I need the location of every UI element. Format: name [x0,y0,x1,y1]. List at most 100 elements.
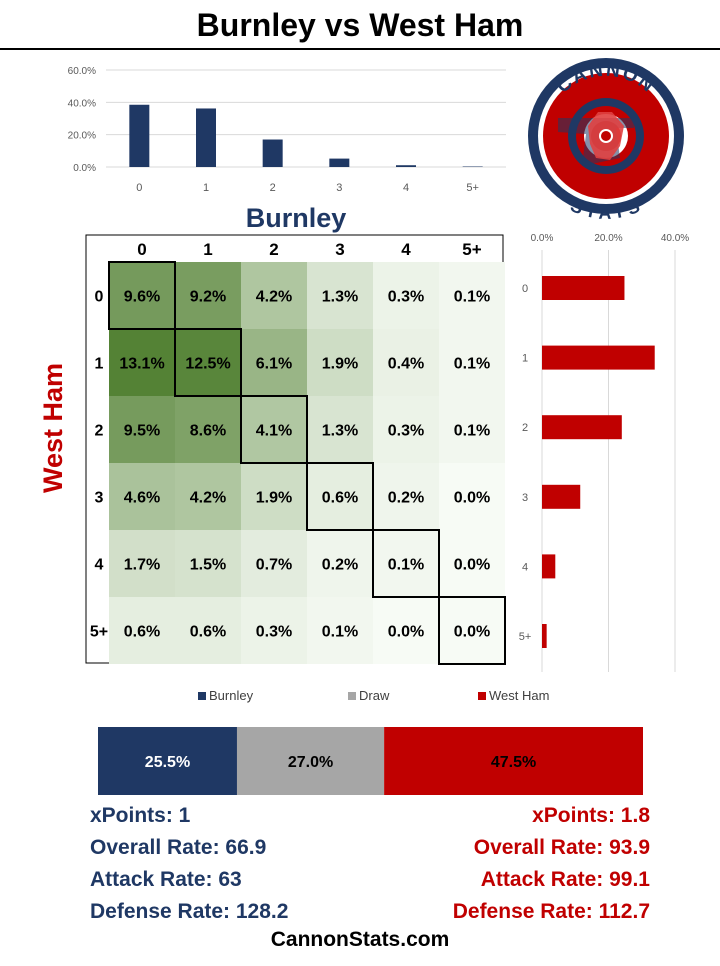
cell-value: 0.2% [388,490,424,507]
column-header: 1 [203,240,212,259]
cell-value: 9.2% [190,289,226,306]
y-tick-label: 0 [522,283,528,295]
cell-value: 4.6% [124,490,160,507]
outcome-segment [98,727,237,795]
column-header: 2 [269,240,278,259]
cell-value: 12.5% [185,356,230,373]
cell-value: 1.3% [322,289,358,306]
heatmap-cell [109,530,175,597]
heatmap-cell [175,597,241,664]
cell-value: 4.2% [256,289,292,306]
footer-site-link[interactable]: CannonStats.com [270,928,450,951]
burnley-goals-bar-chart: 0.0% 20.0% 40.0% 60.0% 0 1 2 3 4 5+ Burnley [68,66,506,233]
y-tick-label: 3 [522,492,528,504]
heatmap-cell [241,329,307,396]
cell-value: 1.5% [190,557,226,574]
draw-cell-outline [306,462,374,531]
bar [329,158,350,167]
draw-cell-outline [174,328,242,397]
bar [196,108,216,167]
cell-value: 4.1% [256,423,292,440]
heatmap-cell [241,597,307,664]
draw-cell-outline [240,395,308,464]
cell-value: 0.1% [388,557,424,574]
x-tick-label: 5+ [466,182,479,194]
draw-cell-outline [108,261,176,330]
cell-value: 0.4% [388,356,424,373]
cell-value: 4.2% [190,490,226,507]
cell-value: 0.1% [454,356,490,373]
heatmap-cell [241,463,307,530]
cell-value: 1.9% [256,490,292,507]
bar [396,165,416,167]
column-header: 3 [335,240,344,259]
row-header: 2 [95,423,104,440]
y-tick-label: 1 [522,353,528,365]
heatmap-ylabel: West Ham [38,363,68,493]
heatmap-cell [307,597,373,664]
heatmap-cell [175,463,241,530]
x-tick-label: 0 [136,182,142,194]
bar [542,484,581,509]
y-tick-label: 60.0% [68,66,96,77]
bar [542,276,625,300]
heatmap-cell [175,396,241,463]
cell-value: 0.0% [388,624,424,641]
x-tick-label: 40.0% [661,233,689,244]
cell-value: 0.3% [388,289,424,306]
heatmap-cell [307,530,373,597]
column-header: 0 [137,240,146,259]
cell-value: 0.2% [322,557,358,574]
y-tick-label: 0.0% [73,163,96,174]
burnley-overall-rate: Overall Rate: 66.9 [90,836,267,859]
cell-value: 0.7% [256,557,292,574]
legend-swatch [348,692,356,700]
cell-value: 1.7% [124,557,160,574]
cell-value: 0.0% [454,624,490,641]
cell-value: 0.1% [454,289,490,306]
burnley-defense-rate: Defense Rate: 128.2 [90,900,289,923]
heatmap-cell [109,262,175,329]
row-header: 5+ [90,624,108,641]
heatmap-cell [439,396,505,463]
burnley-stats: xPoints: 1 Overall Rate: 66.9 Attack Rat… [90,800,288,928]
row-header: 3 [95,490,104,507]
heatmap-cell [307,262,373,329]
heatmap-cell [439,530,505,597]
west-ham-xpoints: xPoints: 1.8 [532,804,650,827]
legend-swatch [478,692,486,700]
draw-cell-outline [372,529,440,598]
cell-value: 0.6% [124,624,160,641]
heatmap-cell [373,329,439,396]
heatmap-cell [373,262,439,329]
west-ham-overall-rate: Overall Rate: 93.9 [473,836,650,859]
heatmap-cell [307,396,373,463]
y-tick-label: 2 [522,422,528,434]
heatmap-cell [439,597,505,664]
outcome-segment [384,727,643,795]
row-header: 4 [95,557,104,574]
x-tick-label: 1 [203,182,209,194]
cell-value: 8.6% [190,423,226,440]
heatmap-cell [175,262,241,329]
score-probability-heatmap: 0 1 2 3 4 5+ 0 1 2 3 4 5+ 9.6% 9.2% 4.2% 1.3% 0.3% 0.1% 13… [38,234,506,665]
heatmap-cell [373,597,439,664]
x-tick-label: 20.0% [594,233,622,244]
cell-value: 1.9% [322,356,358,373]
outcome-segment [236,727,385,795]
west-ham-goals-bar-chart: 0.0% 20.0% 40.0% 0 1 2 3 4 5+ [519,233,689,672]
legend-label: West Ham [489,688,549,703]
cell-value: 13.1% [119,356,164,373]
y-tick-label: 5+ [519,631,532,643]
x-tick-label: 3 [336,182,342,194]
bar [542,554,556,579]
legend-swatch [198,692,206,700]
draw-cell-outline [438,596,506,665]
burnley-xpoints: xPoints: 1 [90,804,191,827]
row-header: 1 [95,356,104,373]
y-tick-label: 20.0% [68,131,96,142]
heatmap-cell [175,530,241,597]
legend-label: Draw [359,688,390,703]
x-tick-label: 4 [403,182,409,194]
heatmap-cell [109,597,175,664]
